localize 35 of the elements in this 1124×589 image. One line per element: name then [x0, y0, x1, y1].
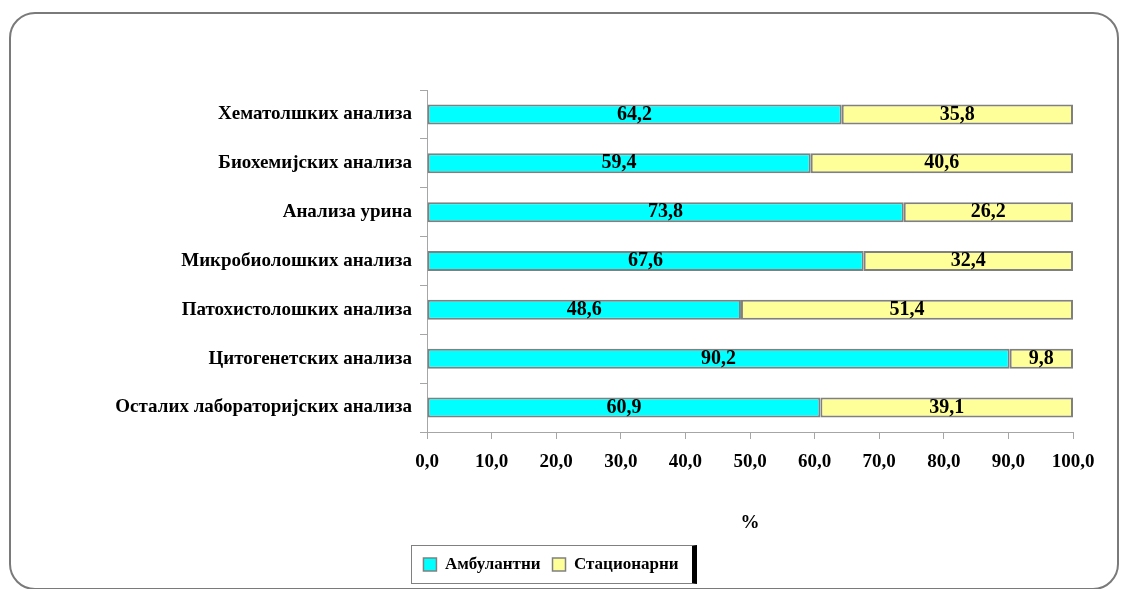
x-tick-label: 100,0	[1051, 450, 1095, 472]
y-tick-label: Цитогенетских анализа	[208, 346, 413, 368]
data-label: 67,6	[628, 248, 664, 271]
y-tick-label: Хематолшких анализа	[217, 102, 413, 124]
data-label: 90,2	[701, 345, 737, 368]
y-tick-label: Патохистолошких анализа	[181, 297, 413, 319]
x-tick-label: 80,0	[927, 450, 961, 472]
x-tick-label: 50,0	[733, 450, 767, 472]
data-label: 48,6	[566, 297, 602, 320]
data-label: 51,4	[889, 297, 925, 320]
x-tick-label: 30,0	[604, 450, 638, 472]
y-tick-label: Биохемијских анализа	[218, 151, 413, 173]
x-tick-label: 0,0	[415, 450, 439, 472]
y-tick-label: Микробиолошких анализа	[181, 248, 413, 270]
y-tick-label: Анализа урина	[282, 200, 413, 222]
data-label: 39,1	[929, 394, 965, 417]
x-tick-label: 20,0	[539, 450, 573, 472]
data-label: 32,4	[950, 248, 986, 271]
data-label: 60,9	[606, 394, 642, 417]
x-tick-label: 70,0	[862, 450, 896, 472]
y-tick-label: Осталих лабораторијских анализа	[115, 395, 413, 417]
x-tick-label: 90,0	[991, 450, 1026, 472]
data-label: 35,8	[939, 101, 975, 124]
x-axis-title: %	[740, 510, 760, 532]
x-tick-label: 10,0	[474, 450, 509, 472]
data-label: 64,2	[617, 101, 653, 124]
data-label: 59,4	[601, 150, 637, 173]
legend-label: Стационарни	[574, 553, 679, 573]
data-label: 9,8	[1028, 345, 1054, 368]
x-tick-label: 40,0	[668, 450, 703, 472]
data-label: 26,2	[970, 199, 1006, 222]
x-tick-label: 60,0	[797, 450, 832, 472]
data-label: 40,6	[924, 150, 960, 173]
legend-label: Амбулантни	[444, 553, 541, 573]
data-label: 73,8	[648, 199, 684, 222]
